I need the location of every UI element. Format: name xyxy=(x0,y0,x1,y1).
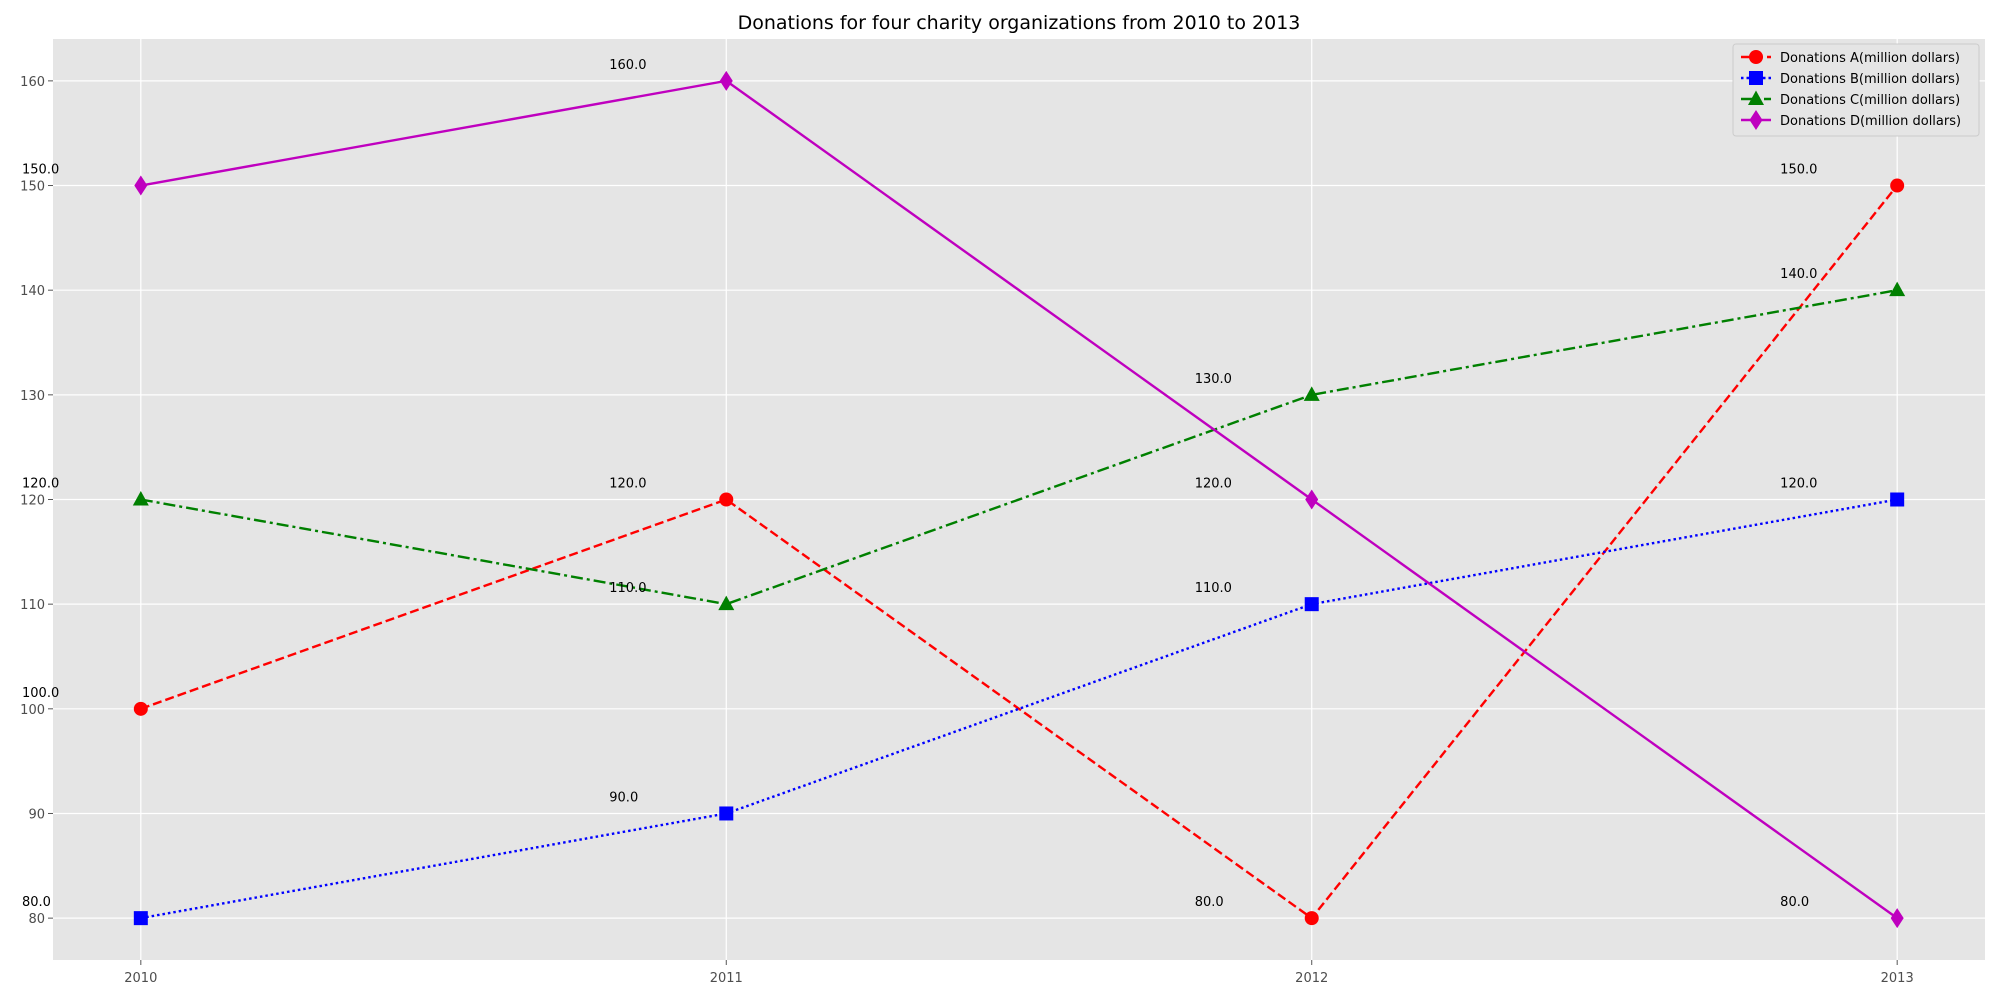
data-label: 120.0 xyxy=(1780,477,1817,492)
legend-marker-swatch xyxy=(1749,71,1763,85)
data-label: 110.0 xyxy=(609,581,646,596)
data-label: 90.0 xyxy=(609,790,638,805)
data-label: 140.0 xyxy=(1780,267,1817,282)
legend-label: Donations C(million dollars) xyxy=(1780,93,1960,108)
y-tick-label: 90 xyxy=(28,807,45,822)
y-axis-ticks: 80 90 100 110 120 130 140 150 160 xyxy=(20,75,53,927)
data-label: 80.0 xyxy=(1780,895,1809,910)
data-point-marker xyxy=(1305,911,1319,925)
data-label: 80.0 xyxy=(22,895,51,910)
y-tick-label: 100 xyxy=(20,703,45,718)
chart-title: Donations for four charity organizations… xyxy=(738,12,1301,34)
data-point-marker xyxy=(134,911,148,925)
y-tick-label: 160 xyxy=(20,75,45,90)
data-label: 150.0 xyxy=(22,163,59,178)
data-point-marker xyxy=(719,806,733,820)
y-tick-label: 140 xyxy=(20,284,45,299)
data-label: 160.0 xyxy=(609,58,646,73)
legend-marker-swatch xyxy=(1749,50,1763,64)
x-axis-ticks: 2010 2011 2012 2013 xyxy=(124,960,1913,986)
data-point-marker xyxy=(1890,179,1904,193)
x-tick-label: 2010 xyxy=(124,971,157,986)
data-point-marker xyxy=(134,702,148,716)
data-label: 120.0 xyxy=(1195,477,1232,492)
data-point-marker xyxy=(1890,493,1904,507)
y-tick-label: 120 xyxy=(20,494,45,509)
y-tick-label: 130 xyxy=(20,389,45,404)
y-tick-label: 150 xyxy=(20,180,45,195)
legend-label: Donations A(million dollars) xyxy=(1780,51,1960,66)
y-tick-label: 110 xyxy=(20,598,45,613)
data-label: 80.0 xyxy=(1195,895,1224,910)
x-tick-label: 2011 xyxy=(710,971,743,986)
data-point-marker xyxy=(719,493,733,507)
x-tick-label: 2012 xyxy=(1295,971,1328,986)
legend-label: Donations B(million dollars) xyxy=(1780,72,1960,87)
data-label: 120.0 xyxy=(609,477,646,492)
legend: Donations A(million dollars) Donations B(… xyxy=(1733,44,1979,136)
data-label: 120.0 xyxy=(22,477,59,492)
data-label: 110.0 xyxy=(1195,581,1232,596)
y-tick-label: 80 xyxy=(28,912,45,927)
data-label: 150.0 xyxy=(1780,163,1817,178)
data-label: 130.0 xyxy=(1195,372,1232,387)
data-point-marker xyxy=(1305,597,1319,611)
x-tick-label: 2013 xyxy=(1881,971,1914,986)
legend-label: Donations D(million dollars) xyxy=(1780,114,1961,129)
data-label: 100.0 xyxy=(22,686,59,701)
